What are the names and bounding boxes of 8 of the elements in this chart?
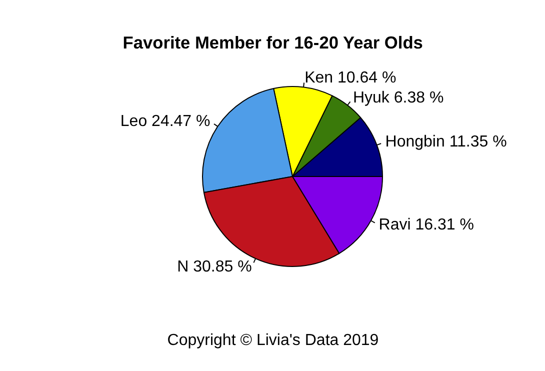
slice-label: Leo 24.47 % <box>120 112 210 130</box>
slice-label: Ravi 16.31 % <box>378 216 474 234</box>
slice-label: N 30.85 % <box>177 258 252 276</box>
slice-label: Hyuk 6.38 % <box>352 90 444 107</box>
slice-label: Ken 10.64 % <box>304 70 396 87</box>
text: Copyright © Livia's Data 2019 <box>167 332 379 349</box>
slice-label: Hongbin 11.35 % <box>385 133 507 150</box>
chart-title: Favorite Member for 16-20 Year Olds <box>122 32 423 52</box>
